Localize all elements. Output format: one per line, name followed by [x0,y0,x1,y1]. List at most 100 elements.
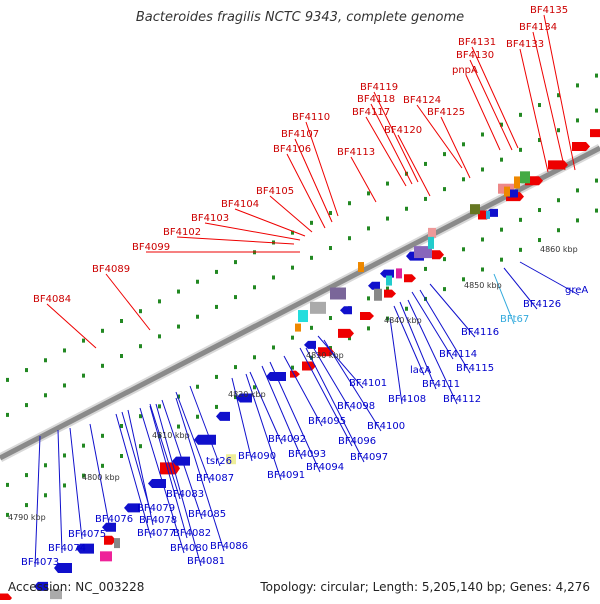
gene-reverse [34,581,48,591]
tick-mark [82,443,85,448]
gene-block [374,288,382,301]
gene-label: BF4081 [187,556,225,567]
label-leader-line [231,377,253,462]
label-leader-line [149,405,188,539]
tick-mark [6,512,9,517]
gene-label: BF4130 [456,50,494,61]
tick-mark [481,132,484,137]
gene-label: BF4108 [388,394,426,405]
tick-mark [367,296,370,301]
tick-mark [120,354,123,358]
tick-mark [6,377,9,382]
gene-block [470,204,480,215]
label-leader-line [370,103,413,185]
gene-block [414,246,432,259]
tick-mark [63,383,66,388]
tick-mark [120,454,123,458]
tick-mark [196,414,199,419]
tick-mark [253,285,256,290]
gene-forward [590,129,600,138]
gene-label: BF4097 [350,452,388,463]
tick-mark [443,187,446,192]
label-leader-line [176,236,295,245]
tick-mark [519,217,522,222]
tick-mark [500,157,503,162]
gene-block [358,262,364,273]
topology-text: Topology: circular; Length: 5,205,140 bp… [260,580,590,594]
tick-mark [215,269,218,274]
tick-mark [120,319,123,323]
label-leader-line [294,138,333,223]
tick-mark [386,316,389,321]
gene-label: BF4105 [256,186,294,197]
tick-mark [196,279,199,284]
gene-block [298,310,308,323]
label-leader-line [121,411,152,514]
tick-mark [348,201,351,206]
tick-mark [310,325,313,330]
tick-mark [519,112,522,117]
tick-mark [424,266,427,271]
tick-mark [44,463,47,468]
tick-mark [177,289,180,294]
tick-mark [158,404,161,409]
tick-mark [443,257,446,262]
scale-label: 4790 kbp [8,513,46,522]
gene-reverse [172,456,190,466]
tick-mark [44,493,47,498]
tick-mark [538,208,541,213]
gene-forward [572,141,590,151]
gene-block [386,275,392,286]
tick-mark [462,247,465,252]
gene-features [0,129,600,603]
gene-label: BF4076 [95,514,133,525]
label-leader-line [373,91,419,183]
scale-label: 4860 kbp [540,245,578,254]
tick-mark [215,304,218,309]
gene-reverse [102,522,116,532]
tick-mark [538,138,541,143]
tick-mark [329,316,332,321]
tick-mark [101,363,104,368]
label-leader-line [389,317,403,405]
gene-label: BF4098 [337,401,375,412]
gene-block [310,301,326,314]
tick-mark [576,218,579,223]
label-leader-line [416,104,463,169]
tick-mark [253,385,256,390]
gene-label: BF4112 [443,394,481,405]
gene-block [100,551,112,562]
tick-mark [405,206,408,211]
label-leader-line [350,156,377,203]
gene-label: BF4111 [422,379,460,390]
label-leader-line [34,435,41,568]
tick-mark [272,275,275,280]
tick-mark [6,482,9,487]
tick-mark [500,227,503,232]
gene-reverse [236,393,252,403]
gene-label: BF4118 [357,94,395,105]
label-leader-line [323,339,382,432]
tick-mark [177,324,180,329]
tick-mark [82,473,85,478]
gene-label: BF4131 [458,37,496,48]
tick-mark [82,338,85,343]
label-leader-line [519,48,549,173]
label-leader-line [161,399,203,520]
tick-mark [462,277,465,282]
label-leader-line [46,303,97,349]
gene-label: BF4099 [132,242,170,253]
tick-mark [595,178,598,183]
gene-block [428,227,436,238]
gene-label: BF4083 [166,489,204,500]
tick-mark [272,345,275,350]
tick-mark [291,265,294,270]
tick-mark [82,373,85,378]
scale-label: 4840 kbp [384,316,422,325]
label-leader-line [419,289,471,374]
tick-mark [576,188,579,193]
scale-label: 4810 kbp [152,431,190,440]
gene-block [504,186,510,197]
gene-reverse [194,434,216,445]
